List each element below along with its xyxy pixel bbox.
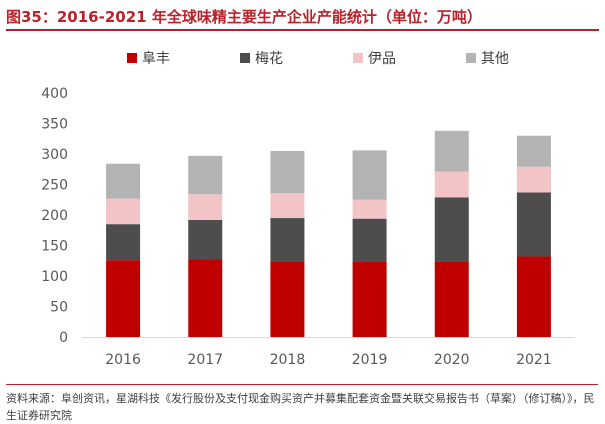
- legend-label-0: 阜丰: [142, 50, 170, 67]
- y-tick-label-150: 150: [41, 239, 68, 255]
- bar-2021-series-0: [516, 256, 551, 337]
- legend-item-2: 伊品: [353, 51, 396, 67]
- legend-swatch-3: [466, 53, 476, 63]
- x-tick-label-2016: 2016: [105, 352, 141, 368]
- legend-item-0: 阜丰: [127, 50, 170, 67]
- legend-swatch-1: [240, 53, 250, 63]
- y-tick-label-300: 300: [41, 147, 68, 163]
- legend-label-2: 伊品: [368, 51, 396, 67]
- bar-2019-series-2: [352, 199, 387, 219]
- legend-label-1: 梅花: [255, 51, 283, 67]
- bar-2017-series-0: [188, 259, 223, 337]
- bar-2016-series-2: [106, 198, 141, 225]
- legend-swatch-0: [127, 53, 137, 63]
- legend-label-3: 其他: [481, 51, 509, 67]
- bar-2019-series-1: [352, 218, 387, 262]
- bar-2018-series-1: [270, 218, 305, 262]
- bar-2021-series-3: [516, 135, 551, 167]
- bar-2018-series-0: [270, 261, 305, 337]
- bar-group-2021: [516, 135, 551, 337]
- x-tick-label-2018: 2018: [270, 352, 306, 368]
- x-tick-label-2020: 2020: [434, 352, 470, 368]
- bar-2016-series-1: [106, 224, 141, 261]
- bar-2017-series-3: [188, 155, 223, 195]
- legend-item-3: 其他: [466, 51, 509, 67]
- bar-2018-series-3: [270, 150, 305, 194]
- bar-2018-series-2: [270, 193, 305, 219]
- bar-2019-series-3: [352, 150, 387, 200]
- y-tick-label-50: 50: [50, 300, 68, 316]
- legend-item-1: 梅花: [240, 51, 283, 67]
- bar-2020-series-0: [434, 261, 469, 337]
- y-tick-label-0: 0: [59, 330, 68, 346]
- y-tick-label-100: 100: [41, 269, 68, 285]
- y-tick-label-350: 350: [41, 117, 68, 133]
- bar-2017-series-2: [188, 194, 223, 220]
- x-axis: 2016 2017 2018 2019 2020 2021: [82, 337, 575, 368]
- y-tick-label-400: 400: [41, 86, 68, 102]
- bar-2020-series-2: [434, 171, 469, 198]
- y-tick-label-200: 200: [41, 208, 68, 224]
- bar-group-2017: [188, 155, 223, 337]
- bar-group-2016: [106, 163, 141, 337]
- bar-group-2020: [434, 130, 469, 337]
- legend-swatch-2: [353, 53, 363, 63]
- bar-2020-series-1: [434, 197, 469, 262]
- bar-group-2019: [352, 150, 387, 337]
- x-tick-label-2019: 2019: [352, 352, 388, 368]
- x-tick-label-2017: 2017: [187, 352, 223, 368]
- source-note: 资料来源：阜创资讯，星湖科技《发行股份及支付现金购买资产并募集配套资金暨关联交易…: [6, 384, 598, 424]
- bar-2019-series-0: [352, 261, 387, 337]
- legend: 阜丰 梅花 伊品 其他: [127, 50, 509, 67]
- bar-2021-series-1: [516, 192, 551, 257]
- bar-2017-series-1: [188, 219, 223, 260]
- bar-2016-series-0: [106, 260, 141, 337]
- bar-2020-series-3: [434, 130, 469, 172]
- bar-2016-series-3: [106, 163, 141, 199]
- bar-group-2018: [270, 150, 305, 337]
- bar-2021-series-2: [516, 166, 551, 193]
- y-axis: 0 50 100 150 200 250 300 350 400: [41, 86, 68, 346]
- chart-title: 图35：2016-2021 年全球味精主要生产企业产能统计（单位：万吨）: [6, 3, 599, 31]
- y-tick-label-250: 250: [41, 178, 68, 194]
- x-tick-label-2021: 2021: [516, 352, 552, 368]
- bars: [106, 130, 551, 337]
